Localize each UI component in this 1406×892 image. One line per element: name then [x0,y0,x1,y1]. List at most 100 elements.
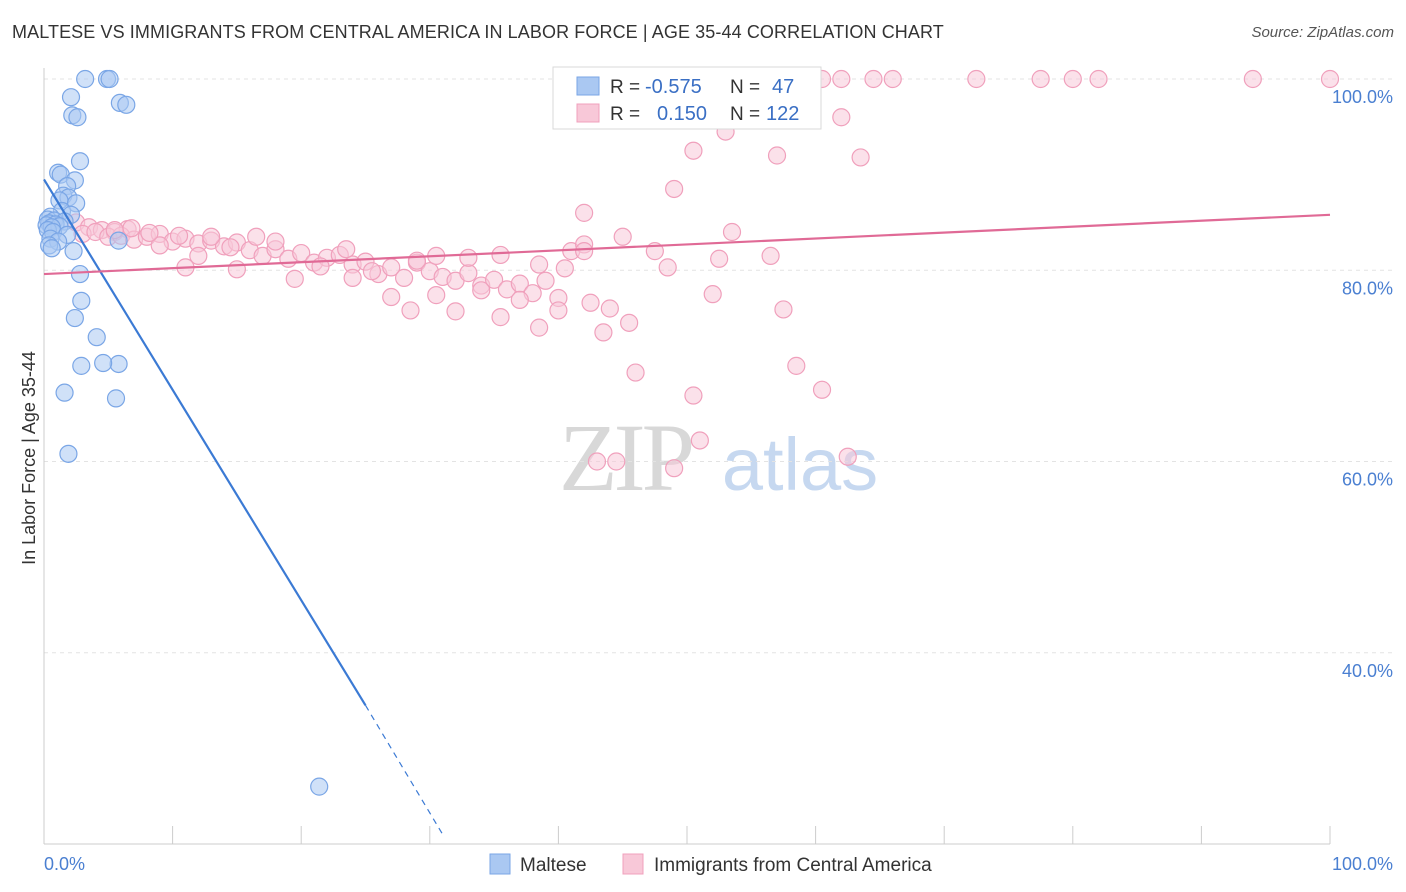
immigrants-point-81 [202,227,221,246]
immigrants-point-78 [722,222,742,242]
immigrants-point-118 [140,223,159,243]
source-credit: Source: ZipAtlas.com [1251,24,1394,41]
immigrants-point-102 [774,300,793,319]
series-immigrants-points [67,69,1340,478]
immigrants-point-108 [665,459,684,478]
immigrants-point-103 [787,356,806,375]
maltese-point-42 [109,354,128,374]
legend-label-maltese: Maltese [520,855,587,876]
immigrants-point-90 [446,302,465,321]
maltese-point-45 [106,389,126,408]
immigrants-point-120 [221,238,240,257]
legend-swatch-maltese [489,853,511,875]
immigrants-point-10 [1243,69,1262,89]
immigrants-point-101 [703,285,722,304]
maltese-point-46 [59,444,78,463]
maltese-point-40 [87,328,106,347]
immigrants-point-51 [394,268,414,287]
immigrants-point-14 [832,108,851,127]
immigrants-point-89 [427,286,446,305]
maltese-point-43 [94,353,113,373]
legend-label-immigrants: Immigrants from Central America [654,855,932,876]
immigrants-point-72 [530,255,549,274]
maltese-point-39 [65,308,84,328]
x-tick-labels: 0.0% 100.0% [44,854,1393,874]
immigrants-point-86 [362,262,382,281]
immigrants-point-96 [581,293,600,312]
trend-lines [43,178,1331,835]
immigrants-point-97 [600,299,619,318]
immigrants-point-75 [613,227,632,246]
legend-swatch-immigrants [622,853,644,875]
y-tick-label-1: 80.0% [1342,278,1393,298]
immigrants-point-114 [150,236,169,255]
immigrants-point-104 [812,380,832,399]
immigrants-point-116 [227,260,246,279]
maltese-point-44 [55,383,74,402]
trend-line-maltese [43,178,367,706]
watermark: ZIP atlas [559,404,878,511]
immigrants-point-66 [247,227,266,246]
legend: Maltese Immigrants from Central America [489,853,932,876]
y-tick-label-0: 100.0% [1332,87,1393,107]
stats-r-value-immigrants: 0.150 [657,103,707,125]
immigrants-point-74 [575,242,594,261]
stats-r-label-immigrants: R = [610,104,640,125]
immigrants-point-8 [1063,69,1082,89]
y-tick-label-2: 60.0% [1342,470,1393,490]
trend-line-immigrants [43,213,1331,276]
immigrants-point-3 [832,69,851,89]
immigrants-point-106 [684,386,703,405]
grid-lines [44,78,1393,654]
maltese-point-3 [61,88,81,107]
immigrants-point-117 [122,219,141,238]
immigrants-point-19 [665,179,684,199]
immigrants-point-94 [530,318,549,337]
watermark-atlas: atlas [722,423,878,506]
stats-r-label-maltese: R = [610,77,640,98]
immigrants-point-95 [549,301,568,320]
immigrants-point-111 [838,447,857,466]
immigrants-point-71 [491,245,510,265]
immigrants-point-99 [594,323,613,342]
y-axis-label: In Labor Force | Age 35-44 [19,351,39,565]
watermark-zip: ZIP [559,404,692,511]
immigrants-point-82 [266,232,285,251]
maltese-point-41 [72,356,91,375]
immigrants-point-5 [883,69,902,89]
immigrants-point-62 [536,271,555,290]
y-tick-labels: 100.0% 80.0% 60.0% 40.0% [1332,87,1393,681]
immigrants-point-9 [1089,69,1108,89]
stats-n-value-maltese: 47 [772,76,794,98]
maltese-point-47 [310,777,329,796]
immigrants-point-91 [472,281,491,300]
stats-n-value-immigrants: 122 [766,103,799,125]
maltese-point-34 [42,239,61,258]
maltese-point-2 [100,69,119,89]
immigrants-point-18 [851,148,870,167]
immigrants-point-4 [864,69,883,89]
immigrants-point-70 [459,248,478,267]
immigrants-point-20 [575,203,594,222]
stats-n-label-immigrants: N = [730,104,760,125]
immigrants-point-107 [690,431,709,450]
immigrants-point-98 [620,313,639,332]
immigrants-point-68 [407,251,427,270]
immigrants-point-119 [169,226,189,245]
maltese-point-35 [64,242,83,261]
immigrants-point-17 [767,146,787,165]
immigrants-point-77 [710,249,729,268]
maltese-point-5 [117,95,136,114]
immigrants-point-16 [684,141,703,160]
immigrants-point-88 [401,301,420,320]
stats-r-value-maltese: -0.575 [645,76,702,98]
immigrants-point-87 [382,287,401,307]
immigrants-point-115 [189,246,208,266]
immigrants-point-83 [285,269,304,288]
maltese-point-7 [68,108,87,127]
immigrants-point-6 [967,69,986,89]
axes [43,68,1331,845]
immigrants-point-7 [1031,69,1050,89]
immigrants-point-67 [337,240,356,259]
